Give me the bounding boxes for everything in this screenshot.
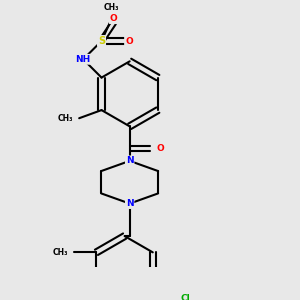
Text: S: S — [98, 36, 105, 46]
Text: Cl: Cl — [180, 294, 190, 300]
Text: N: N — [126, 156, 134, 165]
Text: N: N — [126, 199, 134, 208]
Text: CH₃: CH₃ — [104, 2, 119, 11]
Text: O: O — [125, 37, 133, 46]
Text: NH: NH — [76, 55, 91, 64]
Text: CH₃: CH₃ — [52, 248, 68, 257]
Text: CH₃: CH₃ — [58, 114, 73, 123]
Text: O: O — [156, 144, 164, 153]
Text: O: O — [110, 14, 118, 23]
